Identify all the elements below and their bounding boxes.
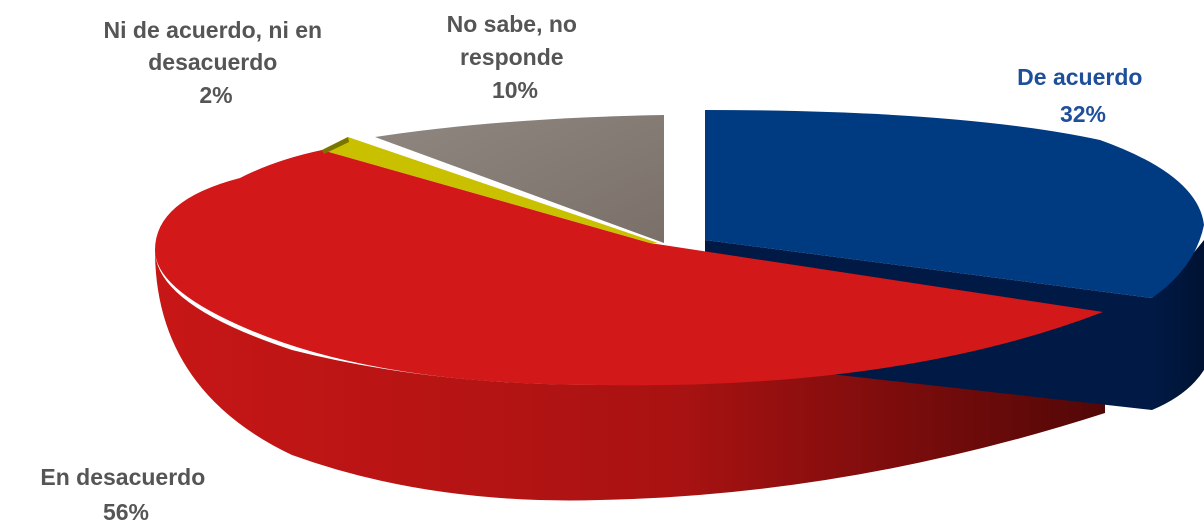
label-no-sabe-line2: responde — [460, 44, 564, 70]
slice-en-desacuerdo — [155, 150, 1103, 386]
label-ni-de-acuerdo: Ni de acuerdo, ni en desacuerdo 2% — [104, 17, 329, 108]
label-de-acuerdo: De acuerdo 32% — [1017, 64, 1149, 127]
label-ni-de-acuerdo-value: 2% — [199, 82, 232, 108]
label-ni-de-acuerdo-line2: desacuerdo — [148, 49, 277, 75]
slice-labels: Ni de acuerdo, ni en desacuerdo 2% No sa… — [40, 11, 1149, 525]
slice-de-acuerdo — [705, 110, 1204, 298]
slice-side-ni-de-acuerdo — [322, 137, 349, 154]
label-ni-de-acuerdo-line1: Ni de acuerdo, ni en — [104, 17, 323, 43]
label-en-desacuerdo-line1: En desacuerdo — [40, 464, 205, 490]
slice-ni-de-acuerdo-ni-en-desacuerdo — [322, 137, 658, 243]
label-de-acuerdo-line1: De acuerdo — [1017, 64, 1142, 90]
slice-no-sabe-no-responde — [375, 115, 664, 243]
slice-side-en-desacuerdo — [155, 250, 1105, 501]
label-no-sabe-line1: No sabe, no — [447, 11, 577, 37]
label-de-acuerdo-value: 32% — [1060, 101, 1106, 127]
pie-top-faces — [155, 110, 1204, 386]
label-no-sabe: No sabe, no responde 10% — [447, 11, 584, 103]
label-no-sabe-value: 10% — [492, 77, 538, 103]
label-en-desacuerdo-value: 56% — [103, 499, 149, 525]
slice-side-de-acuerdo — [1152, 240, 1204, 410]
label-en-desacuerdo: En desacuerdo 56% — [40, 464, 211, 525]
